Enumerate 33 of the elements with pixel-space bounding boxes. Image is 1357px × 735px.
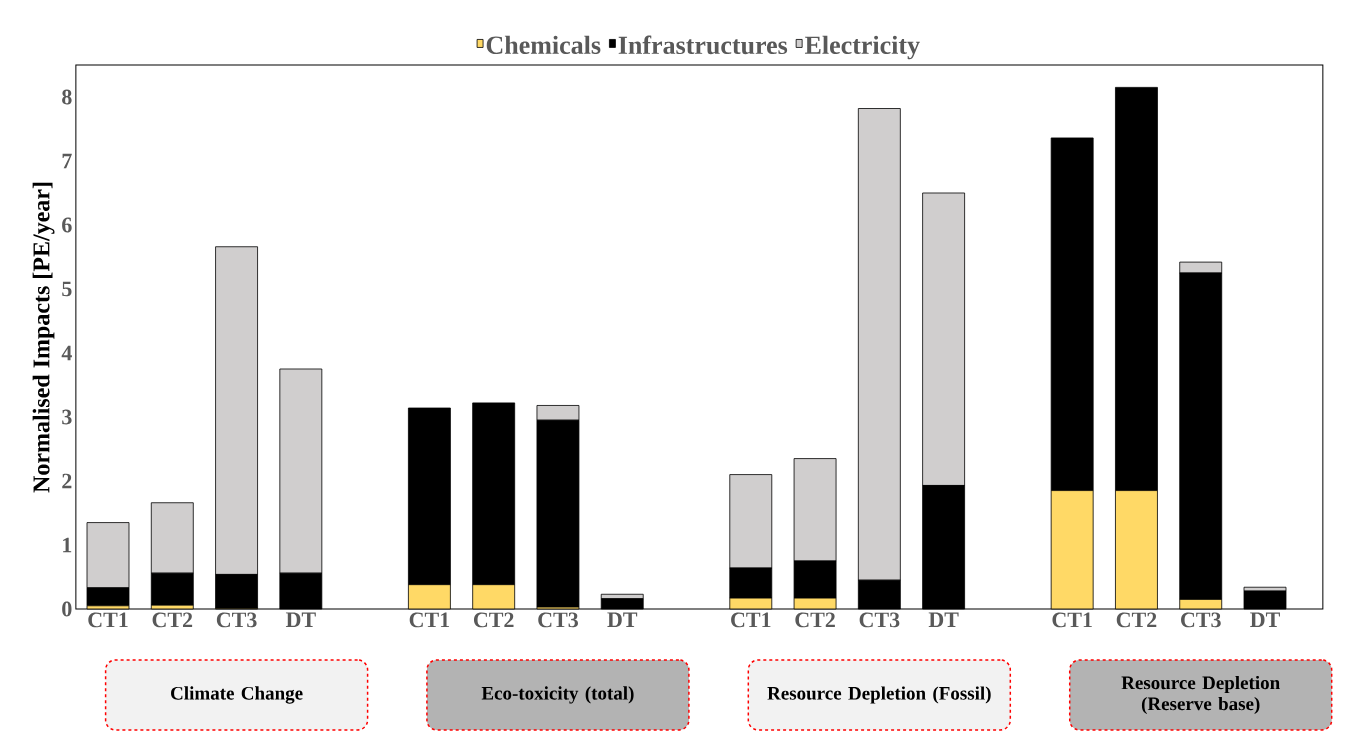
x-tick-label: CT3 [859, 612, 900, 628]
x-tick-label: CT3 [538, 612, 578, 628]
text: Climate Change [171, 686, 303, 704]
x-tick-label: DT [607, 612, 638, 627]
x-tick-label: CT3 [1181, 612, 1221, 628]
x-tick-label: CT1 [409, 612, 450, 628]
y-tick-label: 3 [62, 409, 72, 425]
legend-label: Electricity [804, 35, 920, 60]
y-tick-label: 6 [62, 217, 72, 233]
y-tick-label: 7 [62, 153, 72, 169]
y-tick-label: 8 [62, 89, 72, 105]
y-tick-label: 0 [62, 601, 72, 617]
y-tick-label: 4 [61, 345, 72, 361]
y-tick-label: 1 [63, 537, 72, 553]
x-tick-label: CT2 [1116, 612, 1157, 628]
x-tick-label: CT2 [473, 612, 514, 628]
x-tick-label: CT2 [152, 612, 193, 628]
x-tick-label: CT1 [88, 612, 128, 628]
y-tick-label: 2 [62, 473, 72, 489]
x-tick-label: CT1 [731, 612, 771, 628]
legend-label: Infrastructures [618, 35, 788, 55]
x-tick-label: CT1 [1052, 612, 1092, 628]
y-tick-label: 5 [62, 281, 72, 297]
x-tick-label: DT [928, 612, 959, 627]
y-axis-title: Normalised Impacts [PE/year] [32, 182, 55, 493]
x-tick-label: CT2 [795, 612, 835, 628]
text: Eco-toxicity (total) [481, 686, 634, 704]
text: Resource Depletion (Fossil) [767, 686, 991, 704]
legend-label: Chemicals [486, 35, 601, 54]
x-tick-label: DT [1250, 612, 1280, 627]
x-tick-label: CT3 [216, 612, 257, 628]
text: Resource Depletion (Reserve base) [1121, 675, 1280, 715]
x-tick-label: DT [285, 612, 316, 627]
